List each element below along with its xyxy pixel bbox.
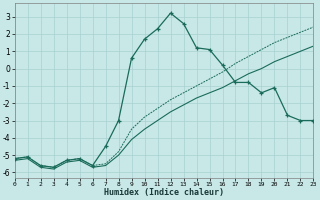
X-axis label: Humidex (Indice chaleur): Humidex (Indice chaleur) <box>104 188 224 197</box>
